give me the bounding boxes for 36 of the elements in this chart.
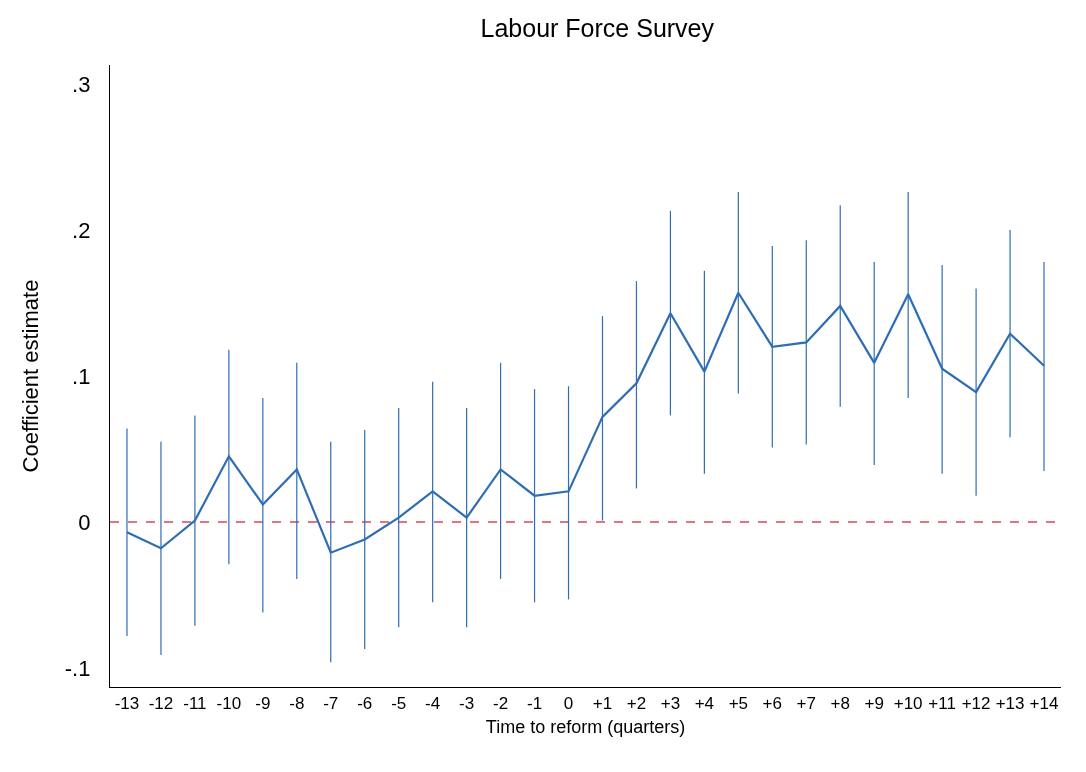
x-tick-label: +13 [995, 693, 1025, 713]
x-tick-label: +8 [830, 693, 850, 713]
x-tick-label: +9 [864, 693, 884, 713]
x-tick-label: +1 [592, 693, 613, 713]
x-tick-label: -5 [391, 693, 407, 713]
y-tick-label: .2 [72, 217, 91, 243]
x-tick-label: +10 [893, 693, 923, 713]
x-tick-label: +12 [961, 693, 991, 713]
x-tick-label: -4 [425, 693, 441, 713]
x-tick-label: +14 [1029, 693, 1059, 713]
y-tick-label: -.1 [64, 655, 91, 681]
x-tick-label: -1 [526, 693, 543, 713]
y-tick-label: .3 [72, 71, 91, 97]
x-tick-label: +5 [728, 693, 749, 713]
x-tick-label: +3 [660, 693, 681, 713]
x-tick-label: +11 [928, 693, 956, 713]
x-tick-label: -3 [459, 693, 475, 713]
x-tick-label: -10 [216, 693, 242, 713]
x-tick-label: -7 [323, 693, 339, 713]
x-tick-label: -11 [183, 693, 207, 713]
x-tick-label: -12 [148, 693, 174, 713]
x-tick-label: -6 [357, 693, 373, 713]
x-tick-label: +7 [796, 693, 816, 713]
x-tick-label: +2 [626, 693, 647, 713]
y-tick-label: .1 [72, 363, 91, 389]
x-tick-label: -8 [289, 693, 305, 713]
x-tick-label: +4 [694, 693, 715, 713]
x-tick-label: -13 [114, 693, 140, 713]
x-tick-label: -2 [493, 693, 509, 713]
x-tick-label: +6 [762, 693, 782, 713]
chart-title: Labour Force Survey [480, 13, 715, 42]
x-tick-label: -9 [255, 693, 271, 713]
x-tick-label: 0 [563, 693, 574, 713]
x-axis-title: Time to reform (quarters) [485, 716, 686, 737]
y-tick-label: 0 [78, 509, 91, 535]
y-axis-title: Coefficient estimate [17, 279, 43, 473]
